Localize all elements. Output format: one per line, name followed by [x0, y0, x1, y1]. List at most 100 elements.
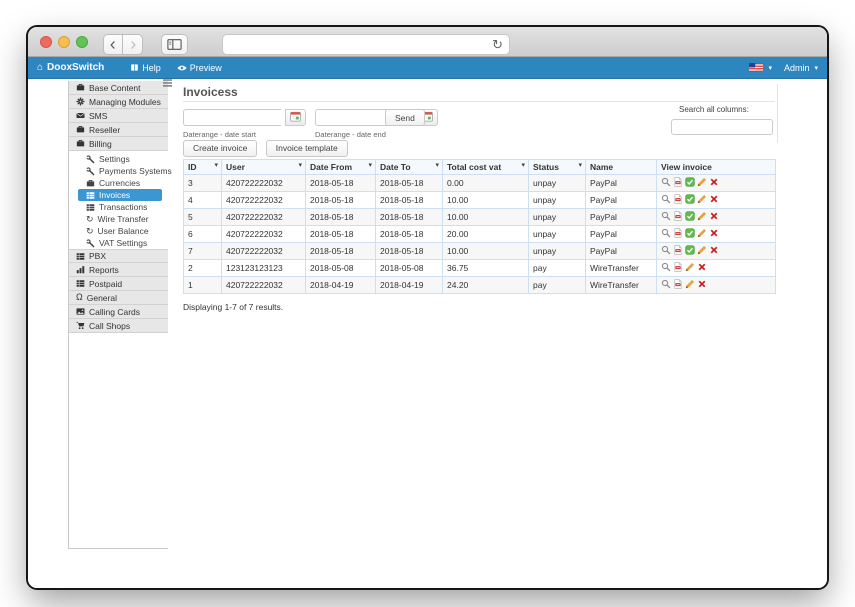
delete-icon[interactable] — [709, 194, 719, 204]
browser-forward-button[interactable] — [123, 34, 143, 55]
sidebar-item-currencies[interactable]: Currencies — [69, 177, 168, 189]
delete-icon[interactable] — [709, 228, 719, 238]
create-invoice-button[interactable]: Create invoice — [183, 139, 258, 157]
magnifier-icon[interactable] — [661, 279, 671, 289]
sidebar-item-calling-cards[interactable]: Calling Cards — [69, 305, 168, 319]
delete-icon[interactable] — [697, 262, 707, 272]
sort-caret-icon[interactable]: ▾ — [298, 162, 302, 169]
column-header-status[interactable]: Status ▾ — [528, 159, 586, 175]
invoices-table: ID ▾ User ▾ Date From ▾ Date To ▾ Total cost vat… — [183, 159, 776, 294]
sort-caret-icon[interactable]: ▾ — [368, 162, 372, 169]
sidebar-item-invoices[interactable]: Invoices — [78, 189, 162, 201]
approve-icon[interactable] — [685, 177, 695, 187]
pdf-icon[interactable] — [673, 194, 683, 204]
browser-sidebar-toggle-button[interactable] — [161, 34, 188, 55]
window-close-button[interactable] — [40, 36, 52, 48]
column-label: View invoice — [661, 162, 712, 172]
column-header-id[interactable]: ID ▾ — [183, 159, 222, 175]
table-icon — [86, 191, 95, 200]
sidebar-item-payments-systems[interactable]: Payments Systems — [69, 165, 172, 177]
refresh-icon[interactable]: ↻ — [492, 37, 503, 52]
pdf-icon[interactable] — [673, 177, 683, 187]
column-header-date-from[interactable]: Date From ▾ — [305, 159, 376, 175]
search-box: Search all columns: — [671, 105, 773, 135]
sidebar-item-general[interactable]: Ω General — [69, 291, 168, 305]
brand[interactable]: ⌂ DooxSwitch — [37, 62, 104, 73]
delete-icon[interactable] — [697, 279, 707, 289]
sidebar-item-settings[interactable]: Settings — [69, 153, 168, 165]
sidebar-item-postpaid[interactable]: Postpaid — [69, 277, 168, 291]
edit-icon[interactable] — [697, 245, 707, 255]
sidebar-item-reports[interactable]: Reports — [69, 263, 168, 277]
sidebar-item-wire-transfer[interactable]: ↻ Wire Transfer — [69, 213, 168, 225]
pdf-icon[interactable] — [673, 279, 683, 289]
magnifier-icon[interactable] — [661, 245, 671, 255]
approve-icon[interactable] — [685, 194, 695, 204]
column-header-user[interactable]: User ▾ — [221, 159, 306, 175]
sidebar-item-base-content[interactable]: Base Content — [69, 81, 168, 95]
magnifier-icon[interactable] — [661, 211, 671, 221]
sort-caret-icon[interactable]: ▾ — [214, 162, 218, 169]
pdf-icon[interactable] — [673, 211, 683, 221]
edit-icon[interactable] — [697, 228, 707, 238]
approve-icon[interactable] — [685, 245, 695, 255]
edit-icon[interactable] — [685, 262, 695, 272]
pdf-icon[interactable] — [673, 262, 683, 272]
cell-name: PayPal — [585, 208, 657, 226]
cell-user: 420722222032 — [221, 174, 306, 192]
approve-icon[interactable] — [685, 228, 695, 238]
magnifier-icon[interactable] — [661, 194, 671, 204]
approve-icon[interactable] — [685, 211, 695, 221]
search-input[interactable] — [671, 119, 773, 135]
sidebar-item-label: Settings — [99, 154, 130, 164]
send-button[interactable]: Send — [385, 109, 425, 126]
edit-icon[interactable] — [697, 211, 707, 221]
sidebar-item-pbx[interactable]: PBX — [69, 249, 168, 263]
window-zoom-button[interactable] — [76, 36, 88, 48]
delete-icon[interactable] — [709, 245, 719, 255]
sidebar-item-user-balance[interactable]: ↻ User Balance — [69, 225, 168, 237]
table-icon — [86, 203, 95, 212]
date-start-calendar-button[interactable] — [285, 109, 307, 126]
edit-icon[interactable] — [697, 194, 707, 204]
sort-caret-icon[interactable]: ▾ — [521, 162, 525, 169]
sidebar-item-managing-modules[interactable]: Managing Modules — [69, 95, 168, 109]
sort-caret-icon[interactable]: ▾ — [435, 162, 439, 169]
briefcase-icon — [76, 83, 85, 92]
pdf-icon[interactable] — [673, 245, 683, 255]
invoice-row: 5 420722222032 2018-05-18 2018-05-18 10.00 un… — [183, 208, 776, 226]
sidebar-item-transactions[interactable]: Transactions — [69, 201, 168, 213]
edit-icon[interactable] — [697, 177, 707, 187]
pdf-icon[interactable] — [673, 228, 683, 238]
browser-address-bar[interactable]: ↻ — [222, 34, 510, 55]
invoice-template-button[interactable]: Invoice template — [265, 139, 348, 157]
sidebar-item-billing[interactable]: Billing — [69, 137, 168, 151]
sidebar-item-vat-settings[interactable]: VAT Settings — [69, 237, 168, 249]
column-header-date-to[interactable]: Date To ▾ — [375, 159, 443, 175]
cell-user: 420722222032 — [221, 191, 306, 209]
magnifier-icon[interactable] — [661, 177, 671, 187]
invoice-row: 4 420722222032 2018-05-18 2018-05-18 10.00 un… — [183, 191, 776, 209]
browser-back-button[interactable] — [103, 34, 123, 55]
cell-status: unpay — [528, 174, 586, 192]
edit-icon[interactable] — [685, 279, 695, 289]
nav-item-label: Preview — [189, 62, 222, 73]
date-start-input[interactable] — [183, 109, 281, 126]
admin-menu[interactable]: Admin ▾ — [784, 63, 818, 73]
cell-date-from: 2018-05-18 — [305, 242, 376, 260]
language-selector[interactable]: ▾ — [749, 63, 772, 72]
magnifier-icon[interactable] — [661, 262, 671, 272]
sidebar-collapse-icon[interactable] — [163, 79, 172, 87]
column-header-total-cost-vat[interactable]: Total cost vat ▾ — [442, 159, 529, 175]
sidebar-item-call-shops[interactable]: Call Shops — [69, 319, 168, 333]
sidebar-item-reseller[interactable]: Reseller — [69, 123, 168, 137]
sort-caret-icon[interactable]: ▾ — [578, 162, 582, 169]
nav-item-preview[interactable]: Preview — [177, 63, 222, 73]
chevron-left-icon — [108, 40, 118, 50]
nav-item-help[interactable]: Help — [130, 63, 161, 73]
sidebar-item-sms[interactable]: SMS — [69, 109, 168, 123]
delete-icon[interactable] — [709, 177, 719, 187]
magnifier-icon[interactable] — [661, 228, 671, 238]
window-minimize-button[interactable] — [58, 36, 70, 48]
delete-icon[interactable] — [709, 211, 719, 221]
